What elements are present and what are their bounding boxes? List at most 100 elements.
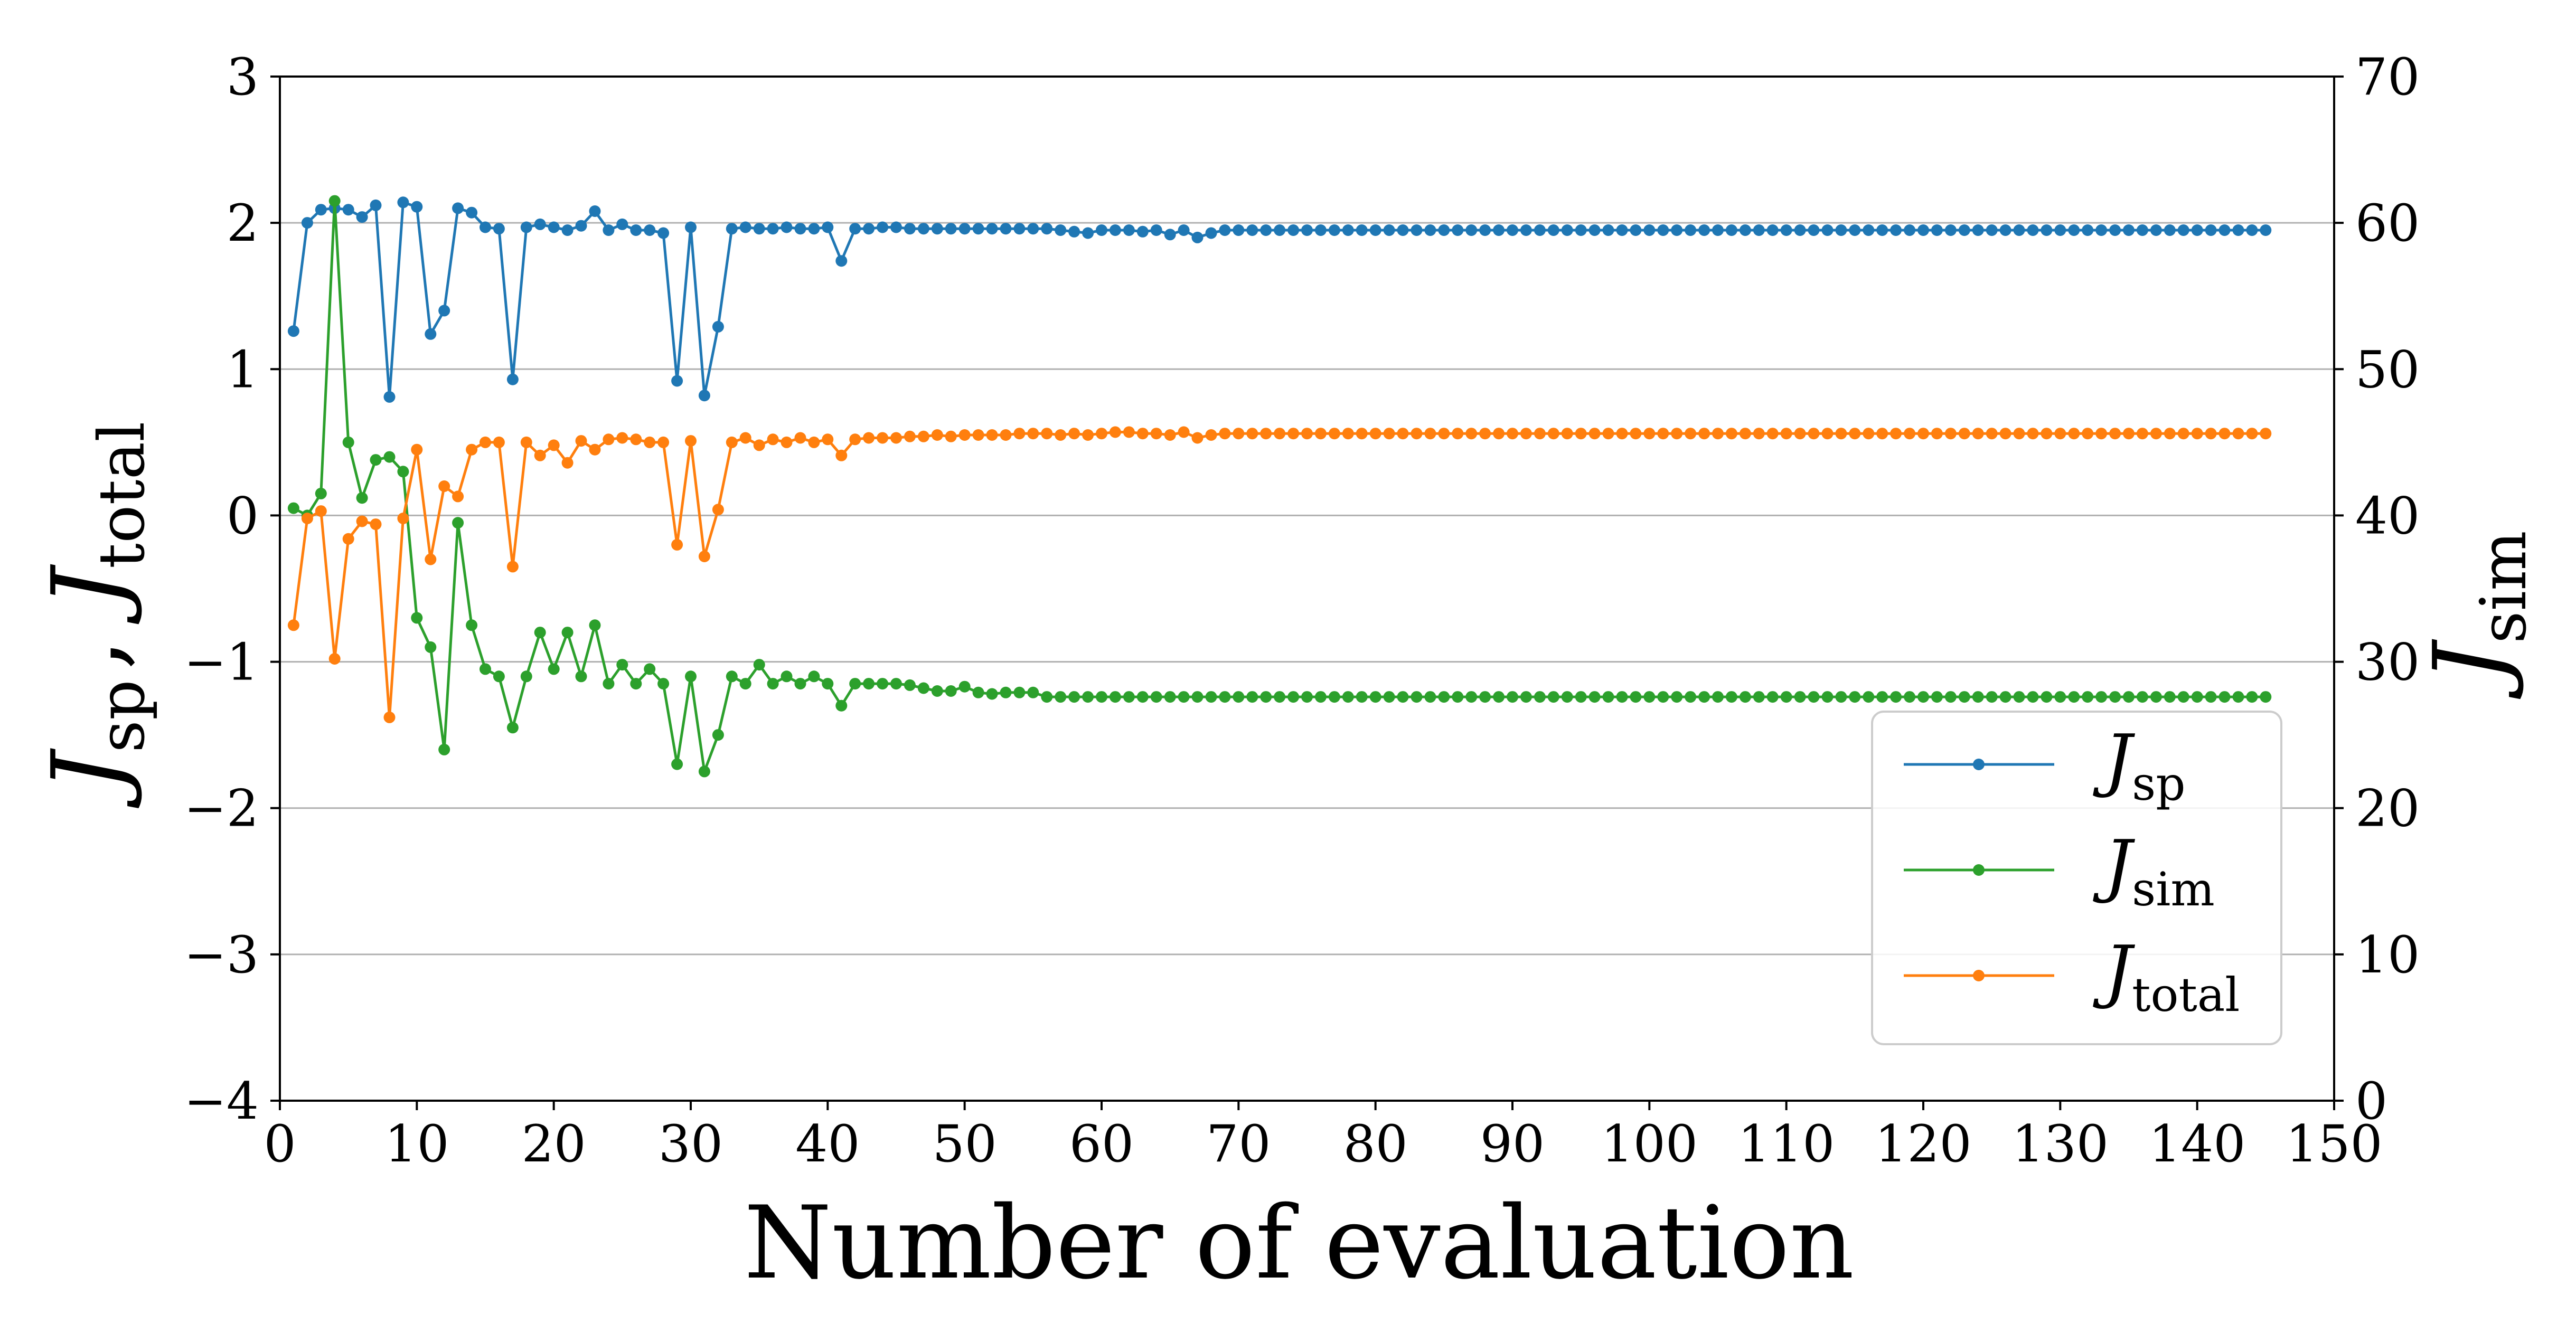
data-point-sp: [2205, 224, 2217, 236]
data-point-sim: [1205, 691, 1217, 703]
data-point-sim: [397, 466, 409, 478]
data-point-sp: [466, 206, 478, 219]
data-point-sp: [342, 204, 354, 216]
data-point-total: [1041, 428, 1053, 440]
data-point-total: [356, 515, 368, 527]
data-point-sp: [1972, 224, 1984, 236]
right-y-tick-label: 60: [2355, 194, 2420, 253]
right-y-tick-label: 20: [2355, 779, 2420, 838]
data-point-sp: [767, 223, 779, 235]
data-point-total: [2013, 428, 2025, 440]
data-point-sp: [1013, 223, 1026, 235]
data-point-sim: [1027, 686, 1039, 698]
data-point-sp: [301, 217, 313, 229]
data-point-sp: [958, 223, 971, 235]
data-point-sp: [575, 220, 587, 232]
data-point-sim: [917, 682, 929, 694]
data-point-total: [2136, 428, 2148, 440]
data-point-sp: [1835, 224, 1847, 236]
data-point-sp: [1136, 225, 1149, 238]
data-point-total: [1369, 428, 1381, 440]
data-point-sp: [808, 223, 820, 235]
data-point-total: [2068, 428, 2080, 440]
data-point-sim: [2260, 691, 2272, 703]
data-point-total: [2246, 428, 2258, 440]
data-point-total: [2054, 428, 2066, 440]
data-point-sim: [1287, 691, 1300, 703]
data-point-sim: [1314, 691, 1327, 703]
data-point-total: [630, 433, 642, 446]
data-point-sim: [1424, 691, 1436, 703]
data-point-sp: [1205, 227, 1217, 239]
data-point-sim: [1342, 691, 1354, 703]
data-point-sim: [1863, 691, 1875, 703]
data-point-sim: [466, 619, 478, 631]
data-point-sim: [1958, 691, 1970, 703]
data-point-sim: [1328, 691, 1340, 703]
data-point-sp: [1685, 224, 1697, 236]
data-point-sp: [1287, 224, 1300, 236]
data-point-sim: [1972, 691, 1984, 703]
data-point-total: [2109, 428, 2121, 440]
data-point-sim: [1397, 691, 1409, 703]
data-point-sp: [1096, 224, 1107, 236]
right-y-tick-label: 70: [2355, 48, 2420, 107]
data-point-total: [2205, 428, 2217, 440]
data-point-total: [958, 429, 971, 441]
data-point-total: [2164, 428, 2176, 440]
data-point-total: [1055, 429, 1067, 441]
data-point-sim: [1493, 691, 1505, 703]
data-point-sim: [1534, 691, 1546, 703]
data-point-total: [1452, 428, 1464, 440]
right-y-tick-label: 10: [2355, 925, 2420, 985]
data-point-sp: [2246, 224, 2258, 236]
data-point-sim: [1821, 691, 1834, 703]
data-point-sp: [1274, 224, 1286, 236]
data-point-sim: [1630, 691, 1642, 703]
data-point-sim: [657, 678, 670, 690]
data-point-sim: [1164, 691, 1176, 703]
data-point-total: [657, 436, 670, 448]
left-y-tick-label: −4: [184, 1072, 259, 1131]
data-point-total: [1835, 428, 1847, 440]
data-point-sp: [1356, 224, 1368, 236]
data-point-sp: [945, 223, 957, 235]
data-point-sp: [1561, 224, 1573, 236]
data-point-sim: [2068, 691, 2080, 703]
data-point-sim: [1794, 691, 1806, 703]
data-point-sim: [2041, 691, 2053, 703]
data-point-sim: [753, 659, 765, 671]
data-point-sp: [1904, 224, 1916, 236]
data-point-sim: [1041, 691, 1053, 703]
left-y-tick-label: −1: [184, 633, 259, 692]
data-point-sim: [480, 663, 491, 675]
data-point-sp: [1150, 224, 1162, 236]
data-point-sp: [1725, 224, 1737, 236]
data-point-sim: [2027, 691, 2039, 703]
data-point-total: [2191, 428, 2203, 440]
data-point-sim: [575, 670, 587, 683]
data-point-total: [1342, 428, 1354, 440]
data-point-total: [2095, 428, 2108, 440]
data-point-total: [1863, 428, 1875, 440]
data-point-total: [603, 433, 615, 446]
data-point-sim: [1849, 691, 1861, 703]
data-point-sim: [671, 758, 683, 770]
data-point-sim: [1643, 691, 1656, 703]
data-point-total: [534, 449, 546, 461]
data-point-sp: [1712, 224, 1724, 236]
data-point-sp: [1671, 224, 1683, 236]
data-point-total: [1698, 428, 1710, 440]
data-point-total: [1739, 428, 1751, 440]
data-point-sp: [1739, 224, 1751, 236]
data-point-sp: [315, 204, 327, 216]
data-point-total: [411, 443, 423, 456]
data-point-sp: [452, 202, 464, 214]
data-point-sim: [1136, 691, 1149, 703]
data-point-sp: [1260, 224, 1272, 236]
data-point-sim: [2150, 691, 2162, 703]
data-point-sim: [1547, 691, 1559, 703]
right-y-tick-label: 30: [2355, 633, 2420, 692]
data-point-total: [753, 439, 765, 451]
data-point-sp: [1520, 224, 1532, 236]
